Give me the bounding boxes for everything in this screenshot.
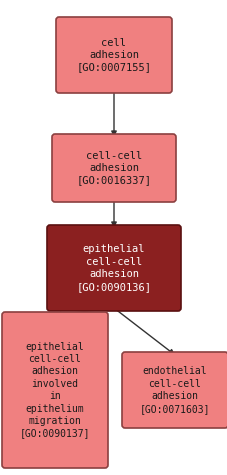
Text: cell-cell
adhesion
[GO:0016337]: cell-cell adhesion [GO:0016337] bbox=[76, 151, 151, 185]
FancyBboxPatch shape bbox=[56, 17, 171, 93]
Text: cell
adhesion
[GO:0007155]: cell adhesion [GO:0007155] bbox=[76, 38, 151, 72]
FancyBboxPatch shape bbox=[47, 225, 180, 311]
FancyBboxPatch shape bbox=[121, 352, 227, 428]
FancyBboxPatch shape bbox=[52, 134, 175, 202]
Text: endothelial
cell-cell
adhesion
[GO:0071603]: endothelial cell-cell adhesion [GO:00716… bbox=[139, 366, 209, 414]
Text: epithelial
cell-cell
adhesion
[GO:0090136]: epithelial cell-cell adhesion [GO:009013… bbox=[76, 245, 151, 292]
FancyBboxPatch shape bbox=[2, 312, 108, 468]
Text: epithelial
cell-cell
adhesion
involved
in
epithelium
migration
[GO:0090137]: epithelial cell-cell adhesion involved i… bbox=[20, 342, 90, 438]
